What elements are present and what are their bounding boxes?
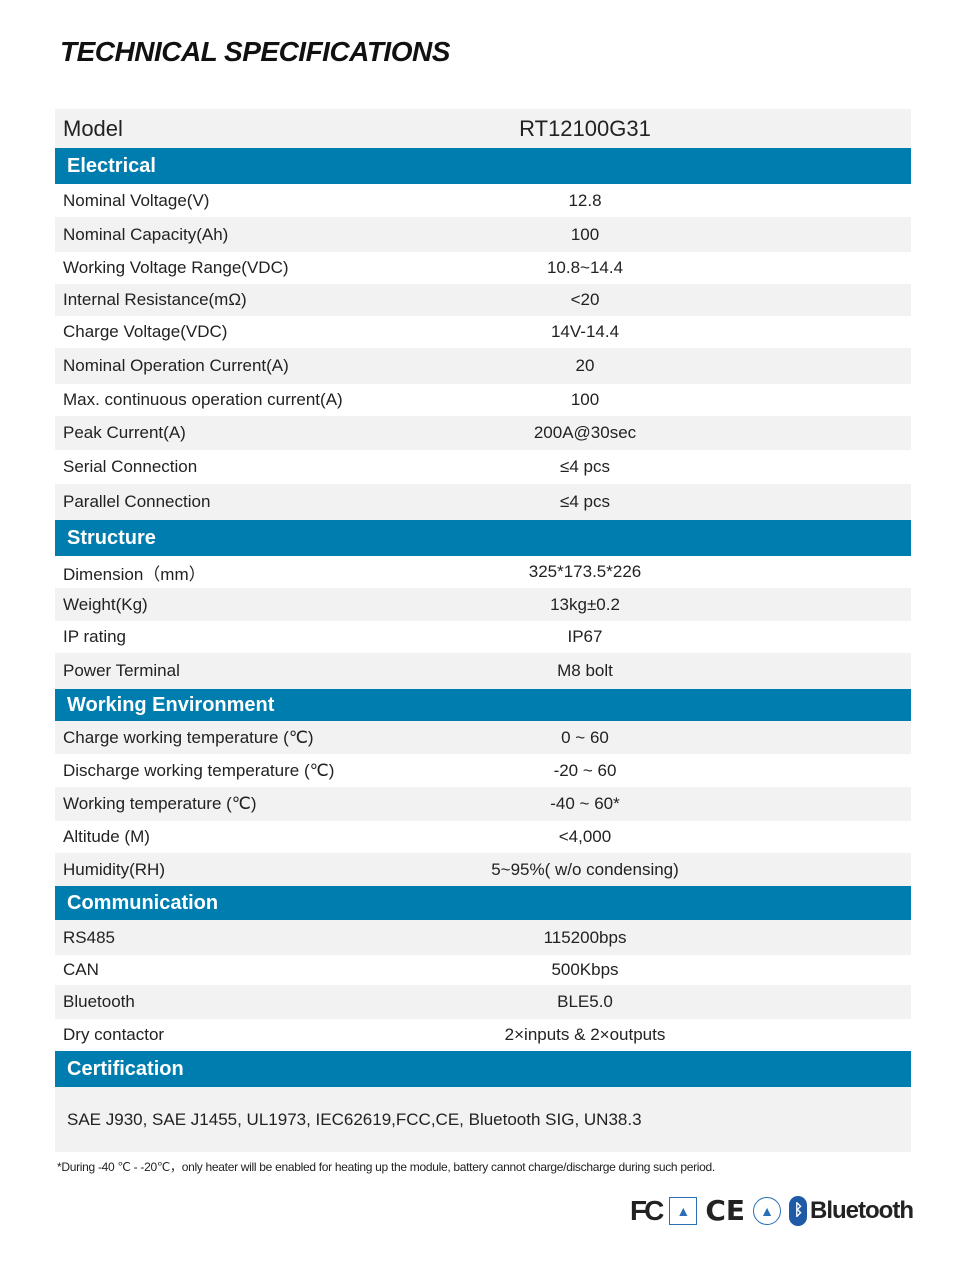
spec-value: 325*173.5*226 — [528, 562, 642, 581]
spec-value: <4,000 — [558, 827, 612, 846]
spec-row: RS485 115200bps — [55, 920, 911, 955]
spec-value: 5~95%( w/o condensing) — [491, 859, 679, 879]
spec-label: Power Terminal — [63, 661, 180, 680]
spec-value: 100 — [570, 390, 600, 409]
spec-value: 2×inputs & 2×outputs — [504, 1025, 666, 1044]
section-electrical: Electrical — [55, 148, 911, 184]
model-label: Model — [63, 115, 123, 141]
spec-label: Max. continuous operation current(A) — [63, 390, 343, 409]
fcc-logo: FC — [630, 1194, 664, 1226]
spec-value: 14V-14.4 — [550, 322, 620, 341]
spec-value: -40 ~ 60* — [550, 794, 620, 813]
spec-label: Discharge working temperature (℃) — [63, 760, 335, 780]
spec-value: IP67 — [567, 627, 603, 646]
spec-label: Nominal Voltage(V) — [63, 190, 210, 210]
spec-label: Bluetooth — [63, 992, 135, 1011]
spec-value: 0 ~ 60 — [561, 727, 609, 747]
spec-value: 200A@30sec — [533, 423, 637, 442]
spec-label: Dry contactor — [63, 1025, 165, 1044]
spec-value: 12.8 — [568, 190, 602, 210]
spec-label: Dimension（mm） — [63, 564, 206, 584]
spec-label: Parallel Connection — [63, 492, 211, 511]
spec-row: Internal Resistance(mΩ) <20 — [55, 284, 911, 316]
spec-label: Working temperature (℃) — [63, 794, 257, 813]
spec-row: Nominal Operation Current(A) 20 — [55, 348, 911, 384]
spec-label: Altitude (M) — [63, 827, 150, 846]
spec-row: Bluetooth BLE5.0 — [55, 985, 911, 1019]
spec-label: Nominal Operation Current(A) — [63, 356, 289, 375]
spec-value: 500Kbps — [551, 960, 619, 979]
footnote: *During -40 ℃ - -20℃，only heater will be… — [57, 1160, 715, 1174]
spec-label: Nominal Capacity(Ah) — [63, 224, 229, 244]
spec-value: 115200bps — [543, 927, 627, 947]
section-title: Communication — [67, 891, 219, 914]
spec-label: Humidity(RH) — [63, 859, 165, 879]
spec-label: Serial Connection — [63, 457, 198, 476]
spec-label: IP rating — [63, 627, 127, 646]
certification-logos: FC ▲ CE ▲ ᛒ Bluetooth — [630, 1194, 914, 1227]
spec-row: Charge Voltage(VDC) 14V-14.4 — [55, 316, 911, 348]
section-title: Structure — [67, 526, 156, 549]
page-title: TECHNICAL SPECIFICATIONS — [60, 36, 450, 67]
tuv-logo: ▲ — [669, 1196, 698, 1225]
section-environment: Working Environment — [55, 689, 911, 721]
spec-row: Power Terminal M8 bolt — [55, 653, 911, 689]
spec-value: M8 bolt — [557, 661, 613, 680]
spec-row: CAN 500Kbps — [55, 955, 911, 985]
spec-row: Nominal Voltage(V) 12.8 — [55, 184, 911, 217]
spec-label: Peak Current(A) — [63, 423, 186, 442]
spec-row: Altitude (M) <4,000 — [55, 821, 911, 853]
model-value: RT12100G31 — [519, 115, 651, 141]
section-title: Certification — [67, 1057, 184, 1080]
spec-row: Dry contactor 2×inputs & 2×outputs — [55, 1019, 911, 1051]
spec-row: Humidity(RH) 5~95%( w/o condensing) — [55, 853, 911, 886]
spec-label: Working Voltage Range(VDC) — [63, 258, 289, 277]
spec-value: 13kg±0.2 — [550, 594, 620, 614]
spec-row: Discharge working temperature (℃) -20 ~ 6… — [55, 754, 911, 787]
spec-label: RS485 — [63, 927, 115, 947]
spec-row: Peak Current(A) 200A@30sec — [55, 416, 911, 450]
certification-text: SAE J930, SAE J1455, UL1973, IEC62619,FC… — [67, 1109, 642, 1129]
spec-row: Working temperature (℃) -40 ~ 60* — [55, 787, 911, 821]
spec-row: Nominal Capacity(Ah) 100 — [55, 217, 911, 252]
spec-value: <20 — [570, 290, 600, 309]
spec-label: Weight(Kg) — [63, 594, 148, 614]
model-row: Model RT12100G31 — [55, 109, 911, 148]
spec-label: Charge Voltage(VDC) — [63, 322, 228, 341]
spec-row: Serial Connection ≤4 pcs — [55, 450, 911, 484]
spec-row: Dimension（mm） 325*173.5*226 — [55, 556, 911, 588]
spec-row: Max. continuous operation current(A) 100 — [55, 384, 911, 416]
section-structure: Structure — [55, 520, 911, 556]
spec-value: 10.8~14.4 — [546, 258, 624, 277]
certification-list: SAE J930, SAE J1455, UL1973, IEC62619,FC… — [55, 1087, 911, 1152]
spec-row: Charge working temperature (℃) 0 ~ 60 — [55, 721, 911, 754]
section-certification: Certification — [55, 1051, 911, 1087]
spec-table: Model RT12100G31 Electrical Nominal Volt… — [55, 109, 911, 1152]
spec-value: 20 — [575, 356, 595, 375]
ce-logo: CE — [705, 1194, 746, 1227]
spec-value: ≤4 pcs — [560, 492, 610, 511]
bluetooth-icon: ᛒ — [789, 1195, 808, 1226]
spec-label: Charge working temperature (℃) — [63, 727, 314, 747]
spec-row: Weight(Kg) 13kg±0.2 — [55, 588, 911, 621]
spec-row: Working Voltage Range(VDC) 10.8~14.4 — [55, 252, 911, 284]
spec-row: Parallel Connection ≤4 pcs — [55, 484, 911, 520]
spec-value: -20 ~ 60 — [553, 760, 617, 780]
section-title: Working Environment — [67, 693, 275, 716]
spec-value: ≤4 pcs — [560, 457, 610, 476]
bluetooth-logo: ᛒ Bluetooth — [789, 1195, 914, 1226]
tuv-circle-logo: ▲ — [753, 1196, 782, 1225]
spec-value: 100 — [570, 224, 600, 244]
section-title: Electrical — [67, 154, 156, 177]
spec-value: BLE5.0 — [557, 992, 613, 1011]
spec-label: Internal Resistance(mΩ) — [63, 290, 247, 309]
spec-row: IP rating IP67 — [55, 621, 911, 653]
spec-label: CAN — [63, 960, 99, 979]
section-communication: Communication — [55, 886, 911, 920]
